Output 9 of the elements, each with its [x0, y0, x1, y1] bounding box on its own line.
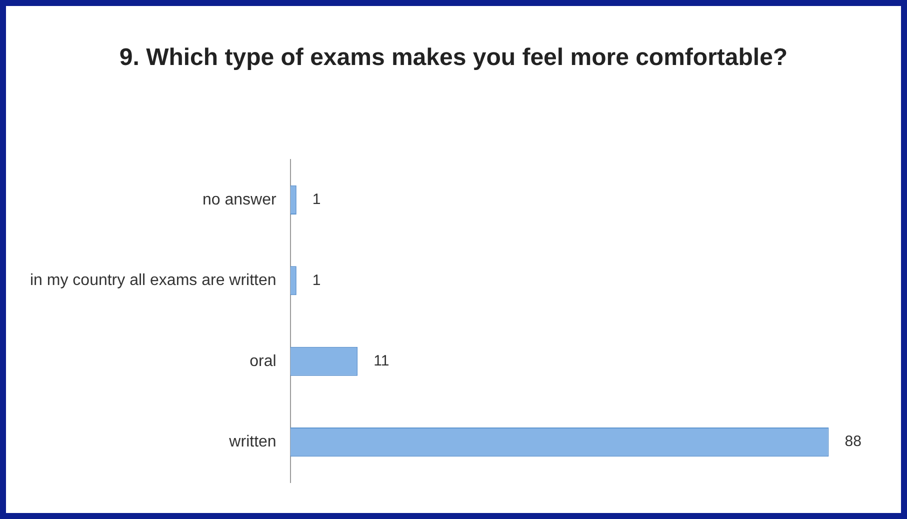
y-tick-label: oral — [250, 352, 276, 370]
chart-title: 9. Which type of exams makes you feel more comfortable? — [118, 43, 789, 73]
data-label: 1 — [312, 191, 321, 208]
data-label: 1 — [312, 272, 321, 289]
y-tick-label: no answer — [202, 191, 277, 208]
y-tick-label: written — [228, 433, 276, 450]
y-tick-label: in my country all exams are written — [30, 272, 276, 290]
data-label: 11 — [374, 352, 390, 370]
data-label: 88 — [844, 433, 862, 450]
